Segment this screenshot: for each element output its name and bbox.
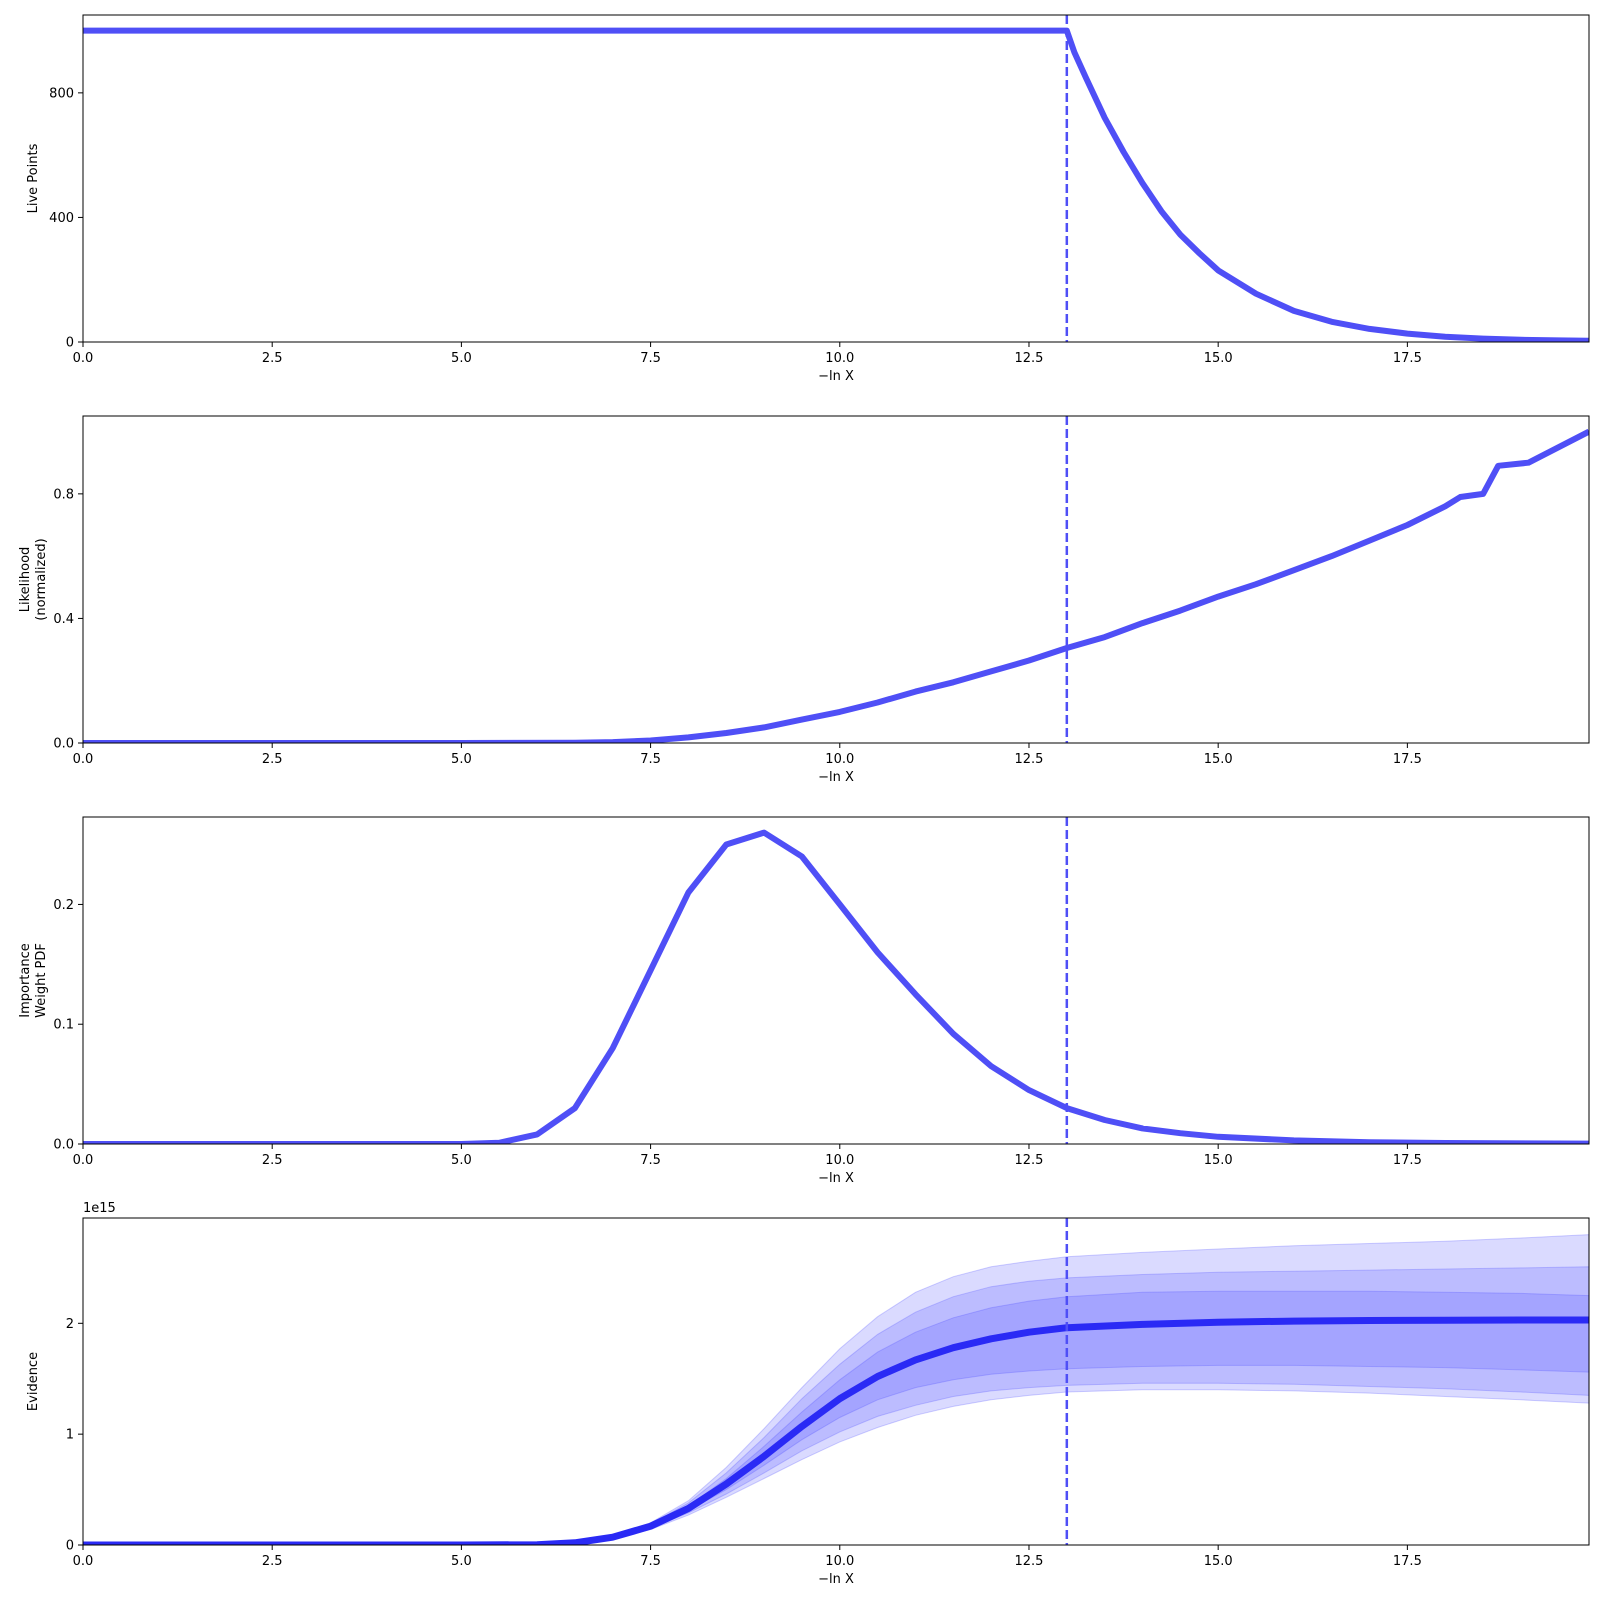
x-tick-label: 10.0 bbox=[825, 1554, 854, 1569]
y-tick-label: 0.0 bbox=[53, 737, 74, 752]
axes-frame bbox=[82, 1217, 1590, 1546]
x-tick-label: 7.5 bbox=[640, 752, 661, 767]
axes-frame bbox=[82, 14, 1590, 343]
y-tick-label: 800 bbox=[49, 86, 74, 101]
evidence-median-line bbox=[83, 1316, 1589, 1545]
panel-2: 0.0 2.5 5.0 7.5 10.0 12.5 15.0 17.5 0.0 0.4 0.8 −ln… bbox=[18, 415, 1590, 785]
y-tick-label: 0.1 bbox=[53, 1018, 74, 1033]
x-axis-label: −ln X bbox=[818, 1572, 854, 1587]
x-tick-label: 12.5 bbox=[1015, 1554, 1044, 1569]
x-tick-label: 15.0 bbox=[1204, 1554, 1233, 1569]
x-tick-label: 2.5 bbox=[262, 1153, 283, 1168]
x-tick-label: 10.0 bbox=[825, 752, 854, 767]
y-axis-label-line-1: Importance bbox=[18, 943, 33, 1018]
evidence-band-2 bbox=[83, 1266, 1589, 1545]
x-tick-label: 15.0 bbox=[1204, 1153, 1233, 1168]
y-tick-label: 0 bbox=[66, 336, 74, 351]
x-tick-label: 10.0 bbox=[825, 1153, 854, 1168]
x-tick-label: 15.0 bbox=[1204, 752, 1233, 767]
panel-3: 0.0 2.5 5.0 7.5 10.0 12.5 15.0 17.5 0.0 0.1 0.2 −ln… bbox=[18, 816, 1590, 1186]
x-tick-label: 15.0 bbox=[1204, 351, 1233, 366]
x-axis-label: −ln X bbox=[818, 770, 854, 785]
y-tick-label: 2 bbox=[66, 1317, 74, 1332]
series-line-1 bbox=[83, 27, 1589, 342]
y-tick-label: 0.8 bbox=[53, 487, 74, 502]
x-axis-label: −ln X bbox=[818, 1171, 854, 1186]
y-tick-label: 0.4 bbox=[53, 612, 74, 627]
x-tick-label: 5.0 bbox=[451, 1153, 472, 1168]
y-tick-label: 0.0 bbox=[53, 1138, 74, 1153]
axes-frame bbox=[82, 415, 1590, 744]
x-tick-label: 0.0 bbox=[73, 1153, 94, 1168]
y-offset-label: 1e15 bbox=[83, 1201, 116, 1216]
x-tick-label: 2.5 bbox=[262, 752, 283, 767]
x-tick-label: 17.5 bbox=[1393, 752, 1422, 767]
y-axis-label-line-1: Live Points bbox=[26, 143, 41, 213]
series-line-1 bbox=[83, 829, 1589, 1144]
x-tick-label: 10.0 bbox=[825, 351, 854, 366]
x-tick-label: 17.5 bbox=[1393, 1554, 1422, 1569]
y-tick-label: 0.2 bbox=[53, 898, 74, 913]
evidence-band-1 bbox=[83, 1290, 1589, 1545]
y-tick-label: 400 bbox=[49, 211, 74, 226]
y-tick-label: 1 bbox=[66, 1428, 74, 1443]
x-tick-label: 5.0 bbox=[451, 752, 472, 767]
y-axis-label-line-2: Weight PDF bbox=[34, 943, 49, 1018]
x-tick-label: 5.0 bbox=[451, 351, 472, 366]
y-tick-label: 0 bbox=[66, 1539, 74, 1554]
y-axis-label-line-1: Likelihood bbox=[18, 547, 33, 613]
panel-1: 0.0 2.5 5.0 7.5 10.0 12.5 15.0 17.5 0 400 800 −ln X… bbox=[26, 14, 1590, 384]
x-tick-label: 12.5 bbox=[1015, 752, 1044, 767]
x-axis-label: −ln X bbox=[818, 369, 854, 384]
evidence-band-3 bbox=[83, 1234, 1589, 1545]
x-tick-label: 12.5 bbox=[1015, 351, 1044, 366]
x-tick-label: 5.0 bbox=[451, 1554, 472, 1569]
x-tick-label: 7.5 bbox=[640, 1554, 661, 1569]
y-axis-label-line-1: Evidence bbox=[26, 1352, 41, 1411]
plot-area bbox=[83, 817, 1589, 1144]
axes-frame bbox=[82, 816, 1590, 1145]
panel-4: 0.0 2.5 5.0 7.5 10.0 12.5 15.0 17.5 0 1 2 −ln X Evid… bbox=[26, 1201, 1590, 1587]
x-tick-label: 2.5 bbox=[262, 351, 283, 366]
plot-area bbox=[83, 416, 1589, 743]
x-tick-label: 17.5 bbox=[1393, 1153, 1422, 1168]
y-axis-label-line-2: (normalized) bbox=[34, 538, 49, 620]
x-tick-label: 7.5 bbox=[640, 351, 661, 366]
x-tick-label: 17.5 bbox=[1393, 351, 1422, 366]
x-tick-label: 0.0 bbox=[73, 752, 94, 767]
series-line-1 bbox=[83, 428, 1589, 743]
x-tick-label: 0.0 bbox=[73, 1554, 94, 1569]
x-tick-label: 12.5 bbox=[1015, 1153, 1044, 1168]
x-tick-label: 2.5 bbox=[262, 1554, 283, 1569]
x-tick-label: 7.5 bbox=[640, 1153, 661, 1168]
plot-area bbox=[83, 1218, 1589, 1545]
plot-area bbox=[83, 15, 1589, 342]
x-tick-label: 0.0 bbox=[73, 351, 94, 366]
